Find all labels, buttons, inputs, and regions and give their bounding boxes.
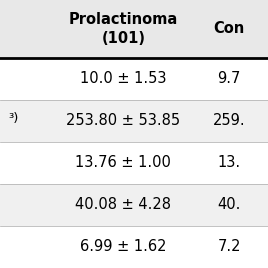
Text: 40.08 ± 4.28: 40.08 ± 4.28 (75, 198, 171, 212)
Bar (0, 0, 268, 58)
Text: Prolactinoma
(101): Prolactinoma (101) (69, 12, 178, 46)
Bar (0, 58, 268, 100)
Bar (0, 184, 268, 226)
Text: Con: Con (214, 21, 245, 36)
Text: 259.: 259. (213, 113, 245, 128)
Text: 13.76 ± 1.00: 13.76 ± 1.00 (75, 155, 171, 170)
Bar (0, 142, 268, 184)
Text: 10.0 ± 1.53: 10.0 ± 1.53 (80, 71, 166, 86)
Text: 40.: 40. (217, 198, 241, 212)
Text: ³): ³) (8, 111, 18, 125)
Text: 7.2: 7.2 (217, 240, 241, 254)
Bar (0, 100, 268, 142)
Text: 6.99 ± 1.62: 6.99 ± 1.62 (80, 240, 166, 254)
Text: 253.80 ± 53.85: 253.80 ± 53.85 (66, 113, 180, 128)
Text: 13.: 13. (218, 155, 241, 170)
Bar (0, 226, 268, 268)
Text: 9.7: 9.7 (217, 71, 241, 86)
